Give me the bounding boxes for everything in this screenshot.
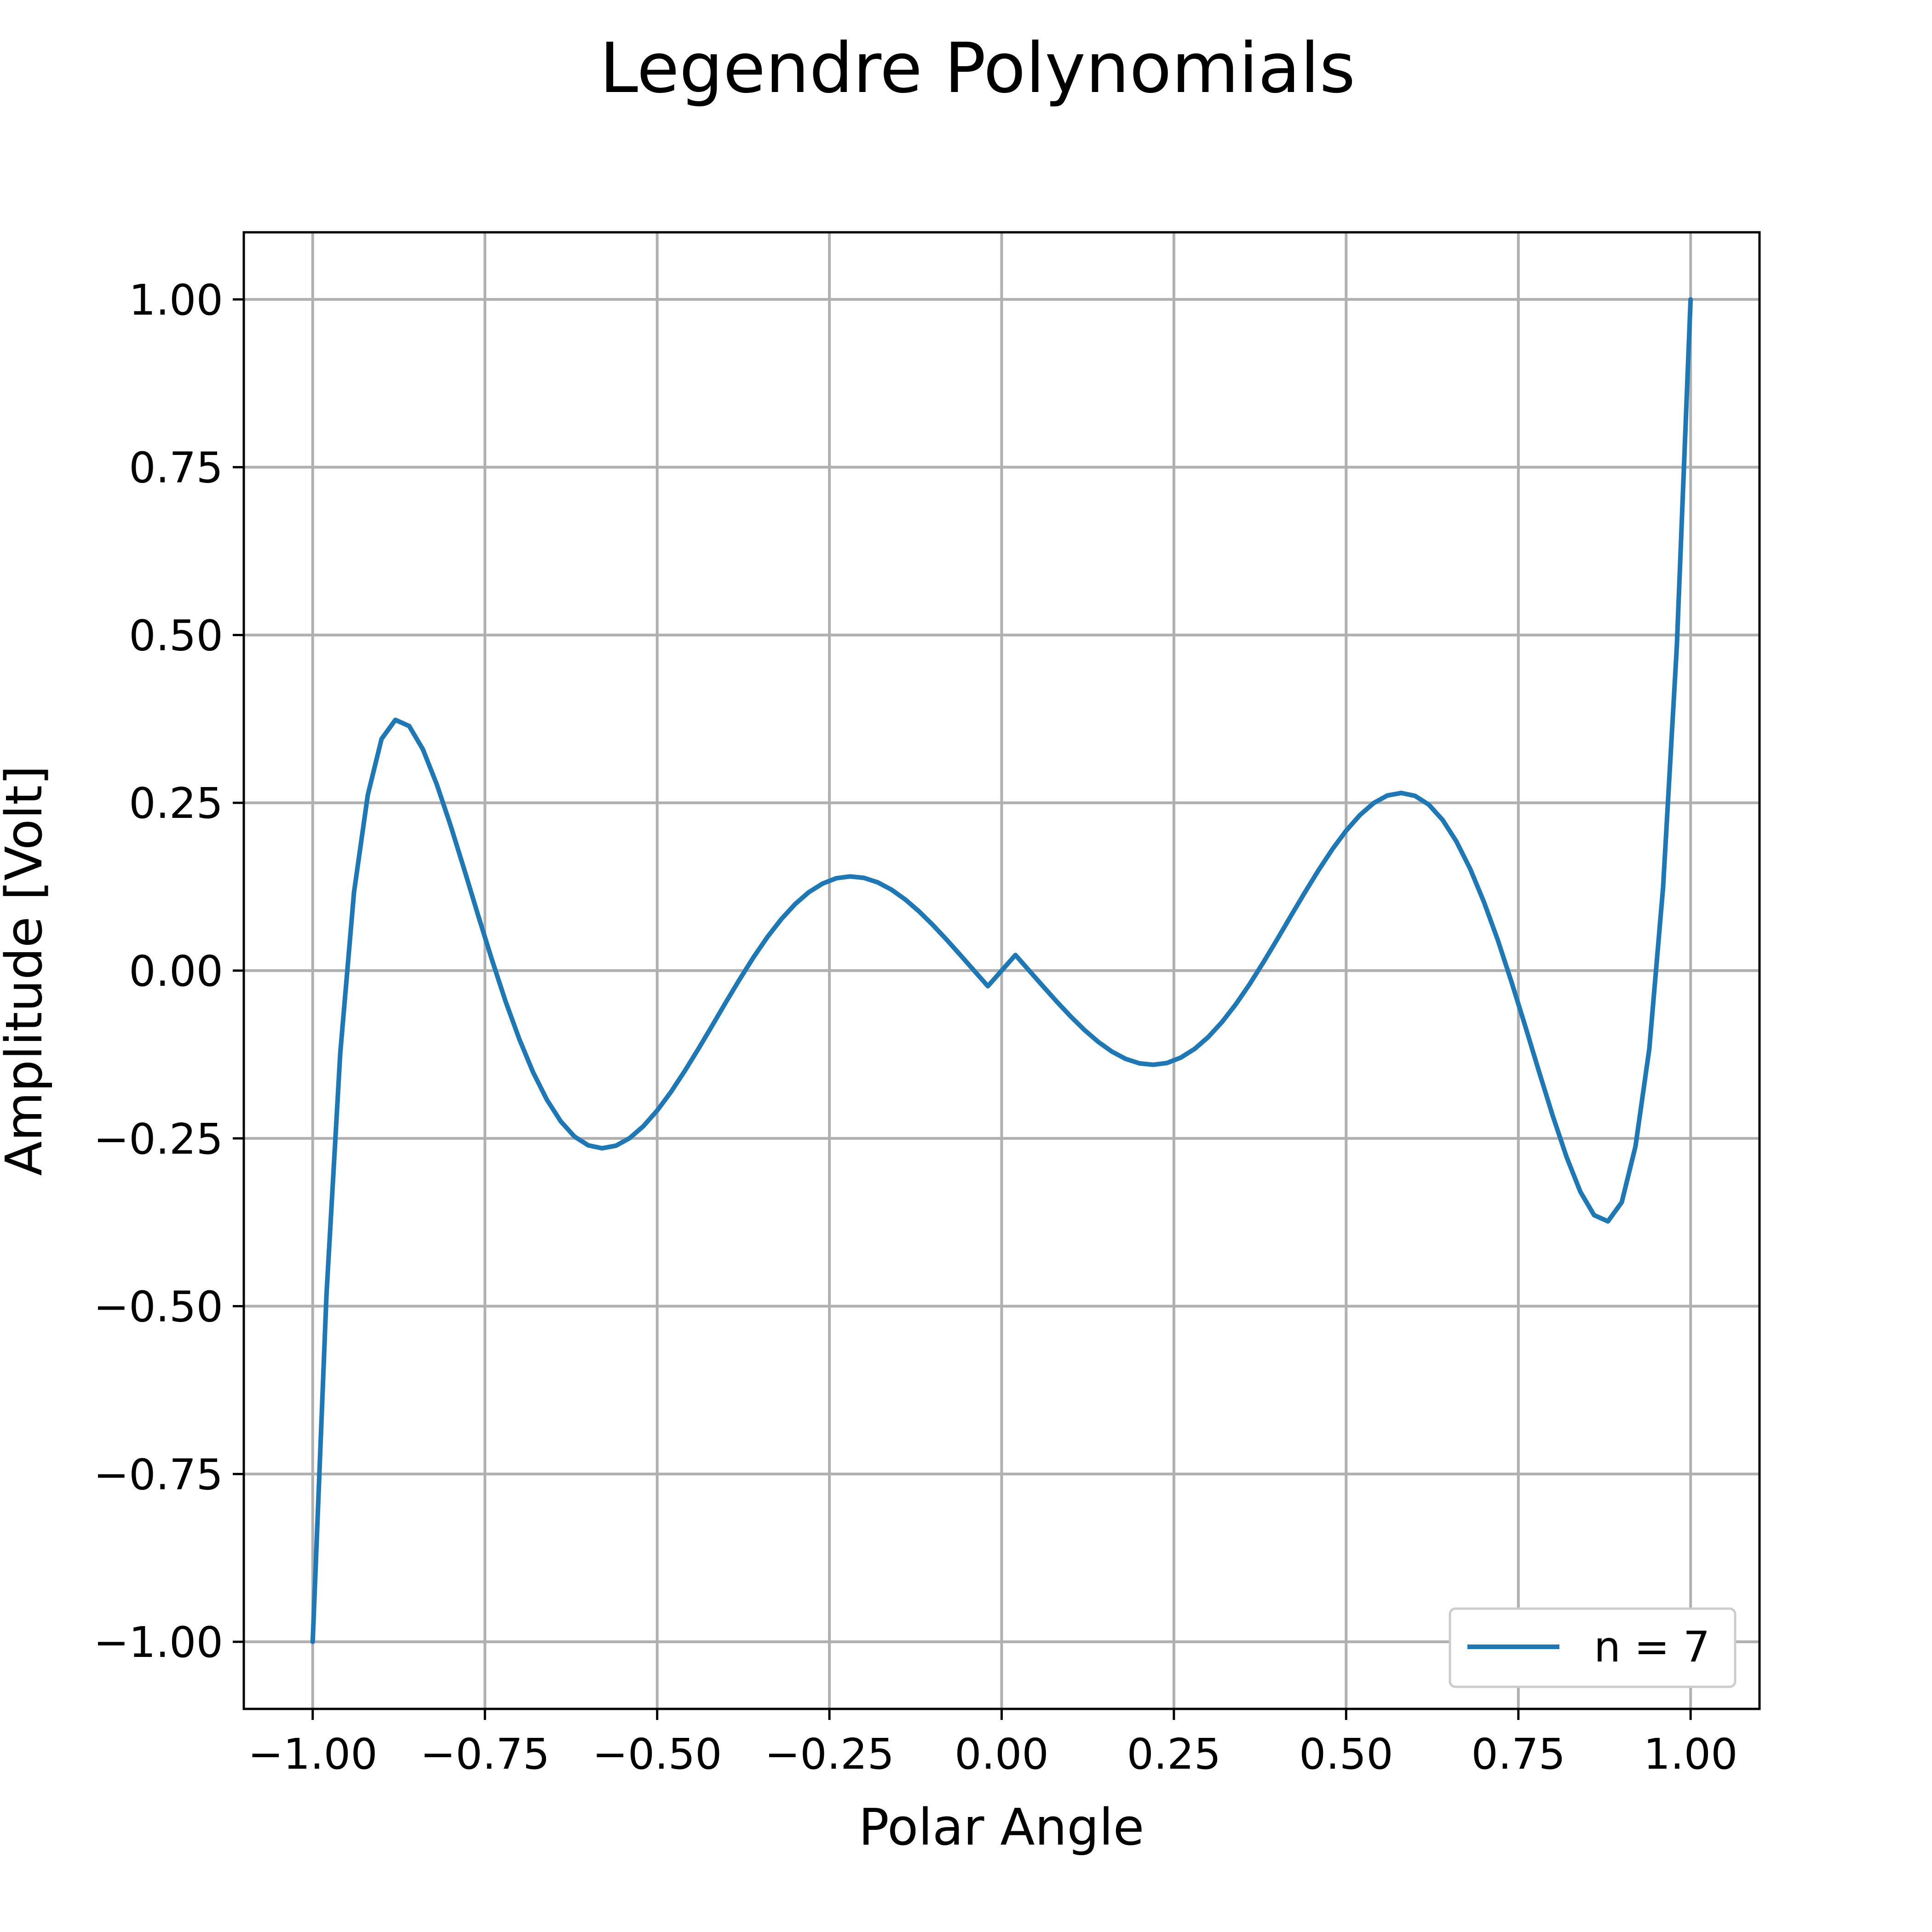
x-tick-label: 1.00 (1644, 1730, 1738, 1779)
chart-title: Legendre Polynomials (599, 29, 1355, 109)
legend-box (1449, 1607, 1736, 1688)
ticks-layer: −1.00 −0.75 −0.50 −0.25 0.00 0.25 0.50 0.75 1.00… (93, 276, 1738, 1779)
y-tick-label: 0.00 (129, 947, 223, 996)
y-tick-label: 1.00 (129, 276, 223, 325)
x-tick-label: 0.75 (1471, 1730, 1565, 1779)
y-tick-label: −0.75 (93, 1450, 223, 1499)
x-axis-label: Polar Angle (859, 1798, 1144, 1857)
x-tick-label: 0.50 (1299, 1730, 1393, 1779)
x-tick-label: 0.00 (954, 1730, 1049, 1779)
y-tick-label: −1.00 (93, 1618, 223, 1667)
legend: n = 7 (1449, 1607, 1736, 1688)
series-layer (310, 297, 1693, 1644)
legend-label: n = 7 (1594, 1622, 1710, 1672)
y-axis-label: Amplitude [Volt] (0, 765, 53, 1176)
y-tick-label: −0.25 (93, 1115, 223, 1164)
y-tick-label: 0.75 (129, 443, 223, 493)
y-tick-label: 0.50 (129, 611, 223, 660)
x-tick-label: −1.00 (248, 1730, 378, 1779)
x-tick-label: −0.75 (420, 1730, 550, 1779)
x-tick-label: −0.50 (592, 1730, 722, 1779)
series-line (310, 297, 1693, 1644)
x-tick-label: 0.25 (1127, 1730, 1221, 1779)
x-tick-label: −0.25 (765, 1730, 894, 1779)
y-tick-label: −0.50 (93, 1282, 223, 1332)
y-tick-label: 0.25 (129, 779, 223, 828)
